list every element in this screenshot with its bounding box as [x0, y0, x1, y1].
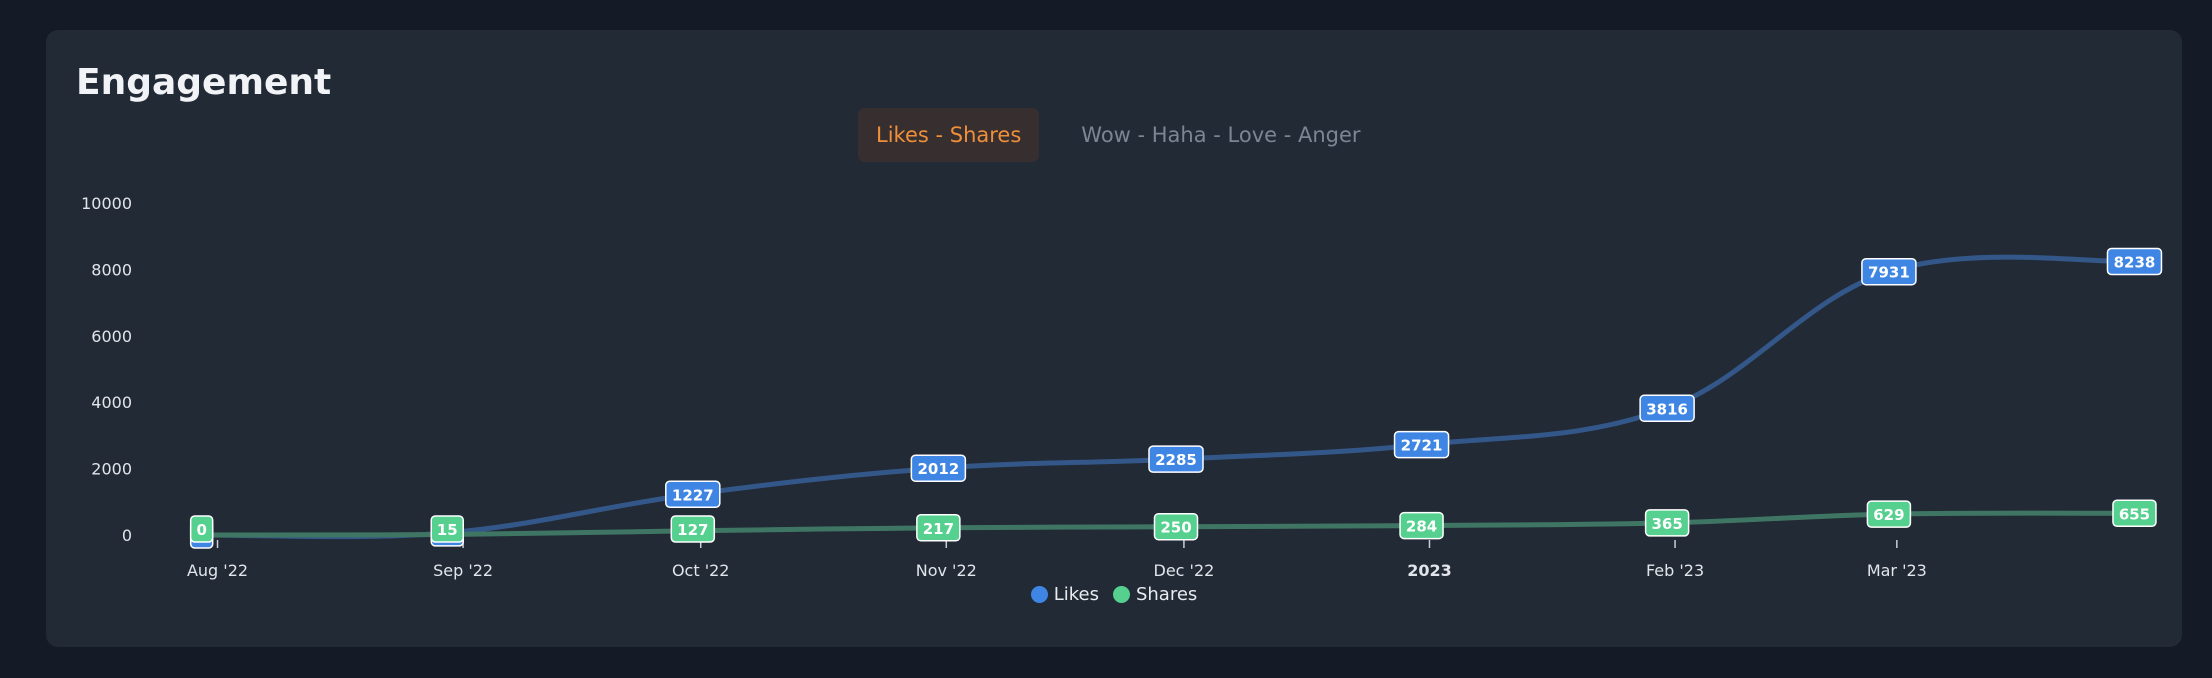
likes-label-box [2106, 247, 2163, 276]
shares-label-text: 629 [1873, 506, 1904, 524]
shares-label-text: 655 [2119, 505, 2150, 523]
shares-data-label: 250 [1153, 512, 1199, 541]
y-tick-label: 4000 [91, 393, 132, 412]
shares-label-box [1866, 500, 1912, 528]
legend-item-shares[interactable]: Shares [1112, 584, 1198, 605]
shares-label-text: 127 [677, 521, 708, 539]
y-axis: 0 2000 4000 6000 8000 10000 [81, 194, 132, 545]
likes-line [199, 254, 2137, 540]
likes-label-text: 2721 [1401, 437, 1443, 455]
likes-data-label: 1227 [665, 480, 721, 509]
likes-data-label: 2721 [1393, 430, 1450, 459]
shares-label-box [189, 515, 214, 543]
likes-label-text: 3816 [1646, 400, 1688, 418]
likes-label-box [1861, 257, 1917, 286]
y-tick-label: 2000 [91, 460, 132, 479]
shares-legend-dot [1112, 586, 1130, 603]
shares-label-box [1644, 509, 1690, 537]
series-lines [199, 254, 2137, 540]
y-tick-label: 6000 [91, 327, 132, 346]
tab-likes-shares[interactable]: Likes - Shares [858, 108, 1040, 162]
legend-label-likes: Likes [1053, 584, 1099, 605]
x-tick-label: Mar '23 [1867, 561, 1927, 580]
shares-data-label: 217 [916, 514, 961, 542]
tab-reactions[interactable]: Wow - Haha - Love - Anger [1081, 123, 1361, 147]
x-tick-label: Sep '22 [433, 561, 493, 580]
likes-data-label: 7931 [1861, 257, 1917, 286]
likes-label-text: 2285 [1155, 451, 1197, 469]
shares-label-box [916, 514, 961, 542]
shares-label-text: 0 [196, 521, 206, 539]
card-title: Engagement [76, 62, 332, 103]
likes-data-label: 3816 [1639, 394, 1695, 423]
likes-label-box [1148, 445, 1204, 473]
likes-data-label: 8238 [2106, 247, 2163, 276]
shares-data-label: 629 [1866, 500, 1912, 528]
x-tick-label: Dec '22 [1154, 561, 1215, 580]
shares-label-text: 284 [1406, 518, 1437, 536]
likes-data-label: 2285 [1148, 445, 1204, 473]
likes-label-text: 1227 [672, 486, 714, 504]
engagement-line-chart: 0 2000 4000 6000 8000 10000 Aug '22 Sep '22 Oct… [81, 194, 2163, 580]
likes-data-label: 2012 [910, 454, 967, 482]
x-tick-label: Feb '23 [1646, 561, 1704, 580]
likes-label-text: 7931 [1868, 264, 1910, 282]
legend-label-shares: Shares [1135, 584, 1198, 605]
chart-legend: Likes Shares [46, 584, 2182, 605]
likes-label-box [665, 480, 721, 509]
x-tick-label: 2023 [1407, 561, 1452, 580]
x-tick-label: Oct '22 [672, 561, 730, 580]
shares-label-box [1153, 512, 1199, 541]
y-tick-label: 8000 [91, 260, 132, 279]
likes-label-text: 8238 [2114, 253, 2156, 271]
shares-data-label: 127 [670, 515, 716, 543]
engagement-card: Engagement Likes - Shares Wow - Haha - L… [46, 30, 2182, 647]
shares-label-box [2112, 499, 2157, 528]
shares-data-label: 15 [430, 515, 464, 543]
metric-tabs: Likes - Shares Wow - Haha - Love - Anger [858, 108, 1379, 162]
shares-data-label: 0 [189, 515, 214, 543]
x-tick-label: Aug '22 [187, 561, 248, 580]
shares-label-box [430, 515, 464, 543]
shares-label-text: 250 [1160, 519, 1191, 537]
y-tick-label: 0 [122, 526, 132, 545]
shares-label-text: 217 [923, 520, 954, 538]
likes-legend-dot [1030, 586, 1048, 603]
x-tick-label: Nov '22 [916, 561, 977, 580]
likes-label-box [1393, 430, 1450, 459]
y-tick-label: 10000 [81, 194, 132, 213]
data-labels: 0122720122285272138167931823801512721725… [189, 247, 2163, 549]
shares-data-label: 365 [1644, 509, 1690, 537]
shares-label-text: 15 [437, 521, 458, 539]
likes-label-text: 2012 [917, 460, 959, 478]
shares-data-label: 655 [2112, 499, 2157, 528]
legend-item-likes[interactable]: Likes [1030, 584, 1099, 605]
shares-label-text: 365 [1651, 515, 1682, 533]
likes-label-box [1639, 394, 1695, 423]
shares-label-box [670, 515, 716, 543]
x-axis: Aug '22 Sep '22 Oct '22 Nov '22 Dec '22 2023 F… [187, 540, 1927, 580]
shares-label-box [1399, 511, 1444, 540]
shares-data-label: 284 [1399, 511, 1444, 540]
likes-label-box [910, 454, 967, 482]
